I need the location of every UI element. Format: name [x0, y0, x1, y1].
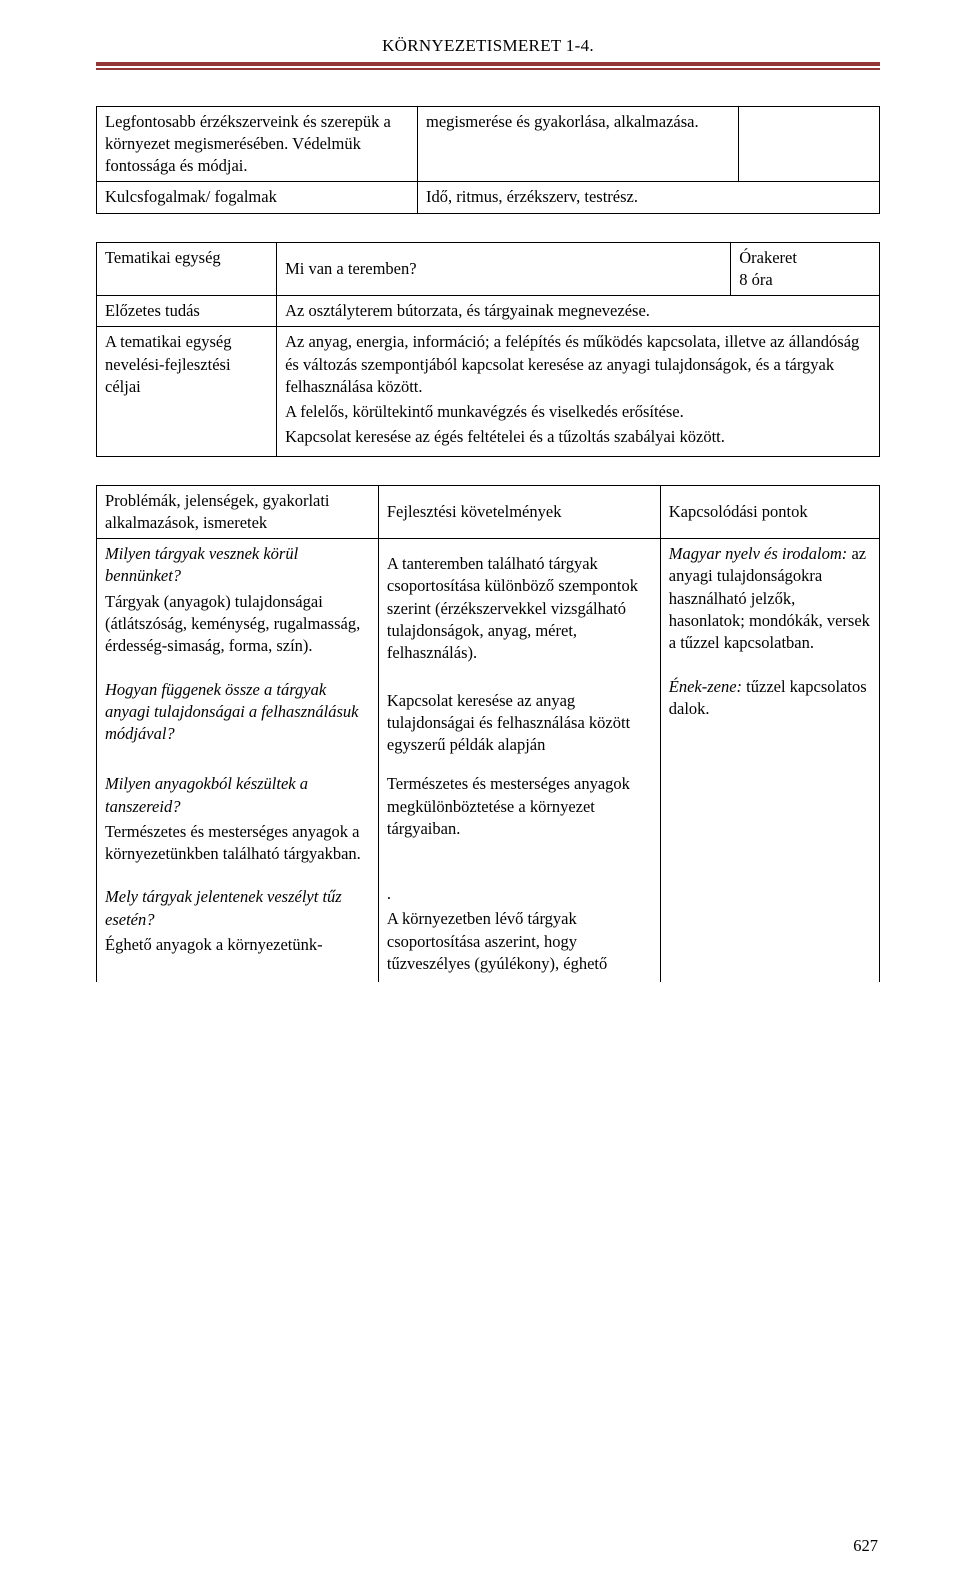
cell-empty — [739, 106, 880, 182]
cell-thematic-unit-title: Mi van a teremben? — [277, 242, 731, 296]
q-how-related: Hogyan függenek össze a tárgyak anyagi t… — [105, 680, 358, 744]
cell-key-concepts-label: Kulcsfogalmak/ fogalmak — [97, 182, 418, 213]
cell-dev-goals-value: Az anyag, energia, információ; a felépít… — [277, 327, 880, 456]
col-header-requirements: Fejlesztési követelmények — [378, 485, 660, 539]
hungarian-label: Magyar nyelv és irodalom: — [669, 544, 848, 563]
header-rule-thin — [96, 68, 880, 70]
cell-prior-knowledge-value: Az osztályterem bútorzata, és tárgyainak… — [277, 296, 880, 327]
table-row: Kulcsfogalmak/ fogalmak Idő, ritmus, érz… — [97, 182, 880, 213]
page-container: KÖRNYEZETISMERET 1-4. Legfontosabb érzék… — [0, 0, 960, 1584]
p-hungarian-link: Magyar nyelv és irodalom: az anyagi tula… — [669, 543, 871, 654]
q-what-materials: Milyen anyagokból készültek a tanszereid… — [105, 774, 308, 815]
cell-problems-block1: Milyen tárgyak vesznek körül bennünket? … — [97, 539, 379, 764]
table-problems-requirements: Problémák, jelenségek, gyakorlati alkalm… — [96, 485, 880, 983]
p-material-connection: Kapcsolat keresése az anyag tulajdonsága… — [387, 690, 652, 757]
cell-senses-desc: Legfontosabb érzékszerveink és szerepük … — [97, 106, 418, 182]
cell-links-block1: Magyar nyelv és irodalom: az anyagi tula… — [660, 539, 879, 764]
dev-goal-1: Az anyag, energia, információ; a felépít… — [285, 331, 871, 398]
p-classroom-grouping: A tanteremben található tárgyak csoporto… — [387, 553, 652, 664]
q-fire-danger: Mely tárgyak jelentenek veszélyt tűz ese… — [105, 887, 342, 928]
p-flammable: Éghető anyagok a környezetünk- — [105, 934, 370, 956]
cell-practice-desc: megismerése és gyakorlása, alkalmazása. — [418, 106, 739, 182]
music-label: Ének-zene: — [669, 677, 742, 696]
cell-key-concepts-value: Idő, ritmus, érzékszerv, testrész. — [418, 182, 880, 213]
q-what-objects: Milyen tárgyak vesznek körül bennünket? — [105, 544, 298, 585]
table-thematic-unit: Tematikai egység Mi van a teremben? Órak… — [96, 242, 880, 457]
col-header-links: Kapcsolódási pontok — [660, 485, 879, 539]
table-row: Milyen anyagokból készültek a tanszereid… — [97, 763, 880, 982]
table-row: Problémák, jelenségek, gyakorlati alkalm… — [97, 485, 880, 539]
table-row: Előzetes tudás Az osztályterem bútorzata… — [97, 296, 880, 327]
timeframe-value: 8 óra — [739, 270, 772, 289]
p-fire-grouping: A környezetben lévő tárgyak csoportosítá… — [387, 908, 652, 975]
cell-thematic-unit-label: Tematikai egység — [97, 242, 277, 296]
cell-requirements-block2: Természetes és mesterséges anyagok megkü… — [378, 763, 660, 982]
cell-prior-knowledge-label: Előzetes tudás — [97, 296, 277, 327]
table-row: Milyen tárgyak vesznek körül bennünket? … — [97, 539, 880, 764]
p-music-link: Ének-zene: tűzzel kapcsolatos dalok. — [669, 676, 871, 721]
timeframe-label: Órakeret — [739, 248, 797, 267]
page-number: 627 — [853, 1536, 878, 1556]
cell-links-block2 — [660, 763, 879, 982]
table-row: A tematikai egység nevelési-fejlesztési … — [97, 327, 880, 456]
cell-problems-block2: Milyen anyagokból készültek a tanszereid… — [97, 763, 379, 982]
table-row: Legfontosabb érzékszerveink és szerepük … — [97, 106, 880, 182]
p-distinguish-materials: Természetes és mesterséges anyagok megkü… — [387, 773, 652, 840]
header-rule-thick — [96, 62, 880, 66]
p-natural-artificial: Természetes és mesterséges anyagok a kör… — [105, 821, 370, 866]
cell-dev-goals-label: A tematikai egység nevelési-fejlesztési … — [97, 327, 277, 456]
p-object-properties: Tárgyak (anyagok) tulajdonságai (átlátsz… — [105, 591, 370, 658]
p-dot: . — [387, 883, 652, 905]
dev-goal-3: Kapcsolat keresése az égés feltételei és… — [285, 426, 871, 448]
table-row: Tematikai egység Mi van a teremben? Órak… — [97, 242, 880, 296]
cell-requirements-block1: A tanteremben található tárgyak csoporto… — [378, 539, 660, 764]
col-header-problems: Problémák, jelenségek, gyakorlati alkalm… — [97, 485, 379, 539]
table-top: Legfontosabb érzékszerveink és szerepük … — [96, 106, 880, 214]
cell-timeframe: Órakeret 8 óra — [731, 242, 880, 296]
page-header-title: KÖRNYEZETISMERET 1-4. — [96, 36, 880, 56]
dev-goal-2: A felelős, körültekintő munkavégzés és v… — [285, 401, 871, 423]
